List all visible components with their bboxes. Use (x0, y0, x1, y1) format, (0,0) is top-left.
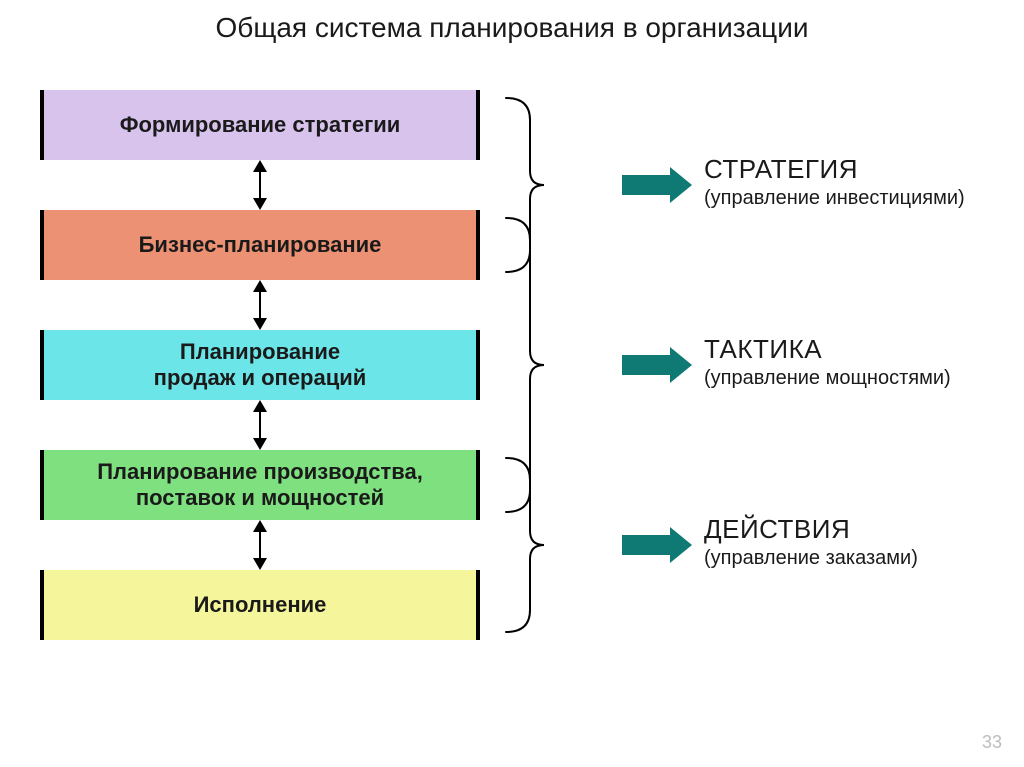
outcome-2: ДЕЙСТВИЯ (управление заказами) (704, 513, 918, 571)
stage-label: Исполнение (194, 592, 327, 618)
arrow-shaft (622, 535, 670, 555)
arrowhead-down-icon (253, 318, 267, 330)
arrowhead-up-icon (253, 160, 267, 172)
arrowhead-up-icon (253, 280, 267, 292)
stage-label: Бизнес-планирование (139, 232, 382, 258)
arrow-shaft (622, 175, 670, 195)
outcome-0: СТРАТЕГИЯ (управление инвестициями) (704, 153, 965, 211)
arrowhead-down-icon (253, 558, 267, 570)
page-number: 33 (982, 732, 1002, 753)
stage-box-2: Планированиепродаж и операций (40, 330, 480, 400)
outcome-arrow-0 (622, 167, 692, 203)
outcome-sub: (управление мощностями) (704, 366, 951, 391)
stage-box-3: Планирование производства, поставок и мо… (40, 450, 480, 520)
outcome-sub: (управление инвестициями) (704, 186, 965, 211)
stage-label: Планирование производства, поставок и мо… (58, 459, 462, 512)
arrowhead-right-icon (670, 347, 692, 383)
stage-label: Формирование стратегии (120, 112, 401, 138)
connector-1 (258, 280, 262, 330)
arrowhead-down-icon (253, 438, 267, 450)
arrowhead-up-icon (253, 400, 267, 412)
outcome-sub: (управление заказами) (704, 546, 918, 571)
stage-box-4: Исполнение (40, 570, 480, 640)
connector-2 (258, 400, 262, 450)
outcome-title: ТАКТИКА (704, 333, 951, 366)
stage-box-1: Бизнес-планирование (40, 210, 480, 280)
arrowhead-up-icon (253, 520, 267, 532)
arrowhead-down-icon (253, 198, 267, 210)
outcome-title: ДЕЙСТВИЯ (704, 513, 918, 546)
outcome-1: ТАКТИКА (управление мощностями) (704, 333, 951, 391)
connector-3 (258, 520, 262, 570)
connector-0 (258, 160, 262, 210)
page-title: Общая система планирования в организации (0, 12, 1024, 44)
arrow-shaft (622, 355, 670, 375)
stage-box-0: Формирование стратегии (40, 90, 480, 160)
arrowhead-right-icon (670, 167, 692, 203)
brace-2 (502, 456, 552, 634)
arrowhead-right-icon (670, 527, 692, 563)
outcome-arrow-1 (622, 347, 692, 383)
outcome-title: СТРАТЕГИЯ (704, 153, 965, 186)
stage-label: Планированиепродаж и операций (154, 339, 367, 392)
outcome-arrow-2 (622, 527, 692, 563)
